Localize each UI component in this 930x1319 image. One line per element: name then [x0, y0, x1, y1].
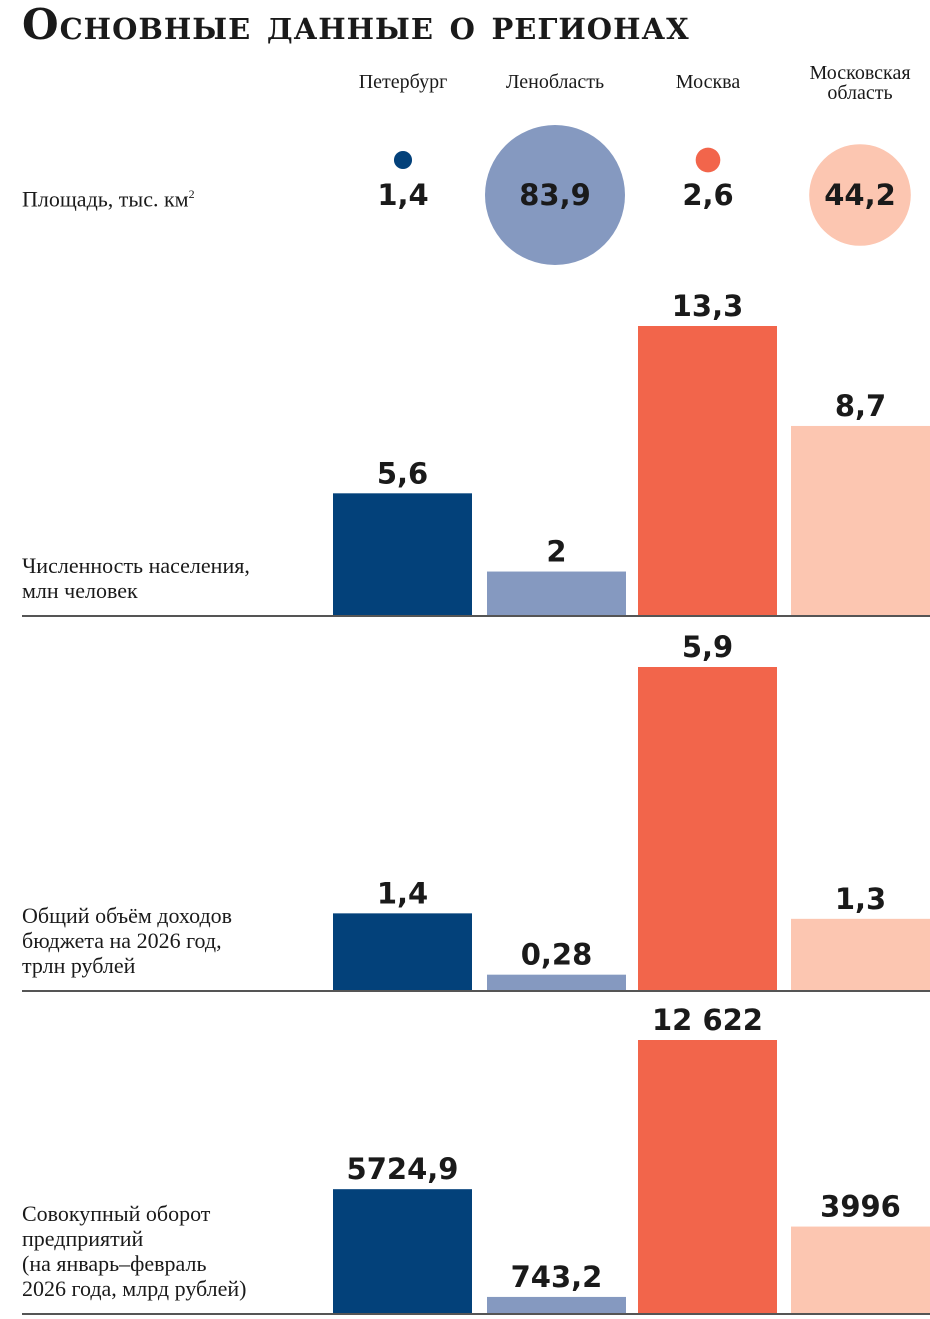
- turnover-value-moscow-oblast: 3996: [820, 1190, 901, 1224]
- population-value-moscow: 13,3: [672, 289, 744, 323]
- budget-value-petersburg: 1,4: [377, 876, 428, 910]
- turnover-label-line: (на январь–февраль: [22, 1251, 207, 1276]
- area-bubble-moscow-oblast: [809, 144, 911, 246]
- population-bar-moscow: [638, 326, 777, 615]
- turnover-bar-petersburg: [333, 1189, 472, 1313]
- budget-bar-moscow: [638, 667, 777, 990]
- turnover-bar-moscow: [638, 1040, 777, 1313]
- column-header-petersburg: Петербург: [358, 71, 448, 93]
- area-bubble-lenoblast: [485, 125, 625, 265]
- budget-label: Общий объём доходов бюджета на 2026 год, т…: [22, 903, 232, 978]
- turnover-label-line: Совокупный оборот: [22, 1201, 211, 1226]
- budget-value-moscow: 5,9: [682, 630, 733, 664]
- budget-value-moscow-oblast: 1,3: [835, 882, 886, 916]
- chart-title: Основные данные о регионах: [22, 0, 690, 49]
- turnover-value-petersburg: 5724,9: [347, 1152, 459, 1186]
- budget-bar-petersburg: [333, 913, 472, 990]
- area-value-moscow: 2,6: [682, 178, 733, 212]
- area-value-petersburg: 1,4: [377, 178, 428, 212]
- area-label-text: Площадь, тыс. км: [22, 186, 189, 212]
- population-value-lenoblast: 2: [546, 535, 566, 569]
- column-header-moscow: Москва: [675, 71, 741, 93]
- column-header-moscow-oblast: Московская область: [785, 63, 930, 103]
- turnover-label-line: 2026 года, млрд рублей): [22, 1276, 247, 1301]
- turnover-value-moscow: 12 622: [652, 1003, 763, 1037]
- population-bar-lenoblast: [487, 571, 626, 615]
- area-label-sup: 2: [188, 187, 195, 201]
- turnover-bar-lenoblast: [487, 1296, 626, 1313]
- population-bar-moscow-oblast: [791, 425, 930, 615]
- budget-bar-lenoblast: [487, 974, 626, 990]
- area-value-lenoblast: 83,9: [519, 178, 591, 212]
- area-label: Площадь, тыс. км2: [22, 182, 195, 211]
- budget-bar-moscow-oblast: [791, 918, 930, 990]
- budget-value-lenoblast: 0,28: [521, 938, 593, 972]
- population-value-petersburg: 5,6: [377, 456, 428, 490]
- area-bubble-petersburg: [393, 150, 413, 170]
- turnover-label-line: предприятий: [22, 1226, 144, 1251]
- population-label-line: Численность населения,: [22, 553, 250, 578]
- area-bubble-moscow: [695, 147, 721, 173]
- turnover-label: Совокупный оборот предприятий (на январь–ф…: [22, 1201, 247, 1301]
- population-label-line: млн человек: [22, 578, 138, 603]
- budget-label-line: Общий объём доходов: [22, 903, 233, 928]
- population-bar-petersburg: [333, 493, 472, 615]
- budget-label-line: трлн рублей: [22, 953, 136, 978]
- population-value-moscow-oblast: 8,7: [835, 389, 886, 423]
- turnover-value-lenoblast: 743,2: [511, 1260, 603, 1294]
- area-value-moscow-oblast: 44,2: [824, 178, 896, 212]
- turnover-bar-moscow-oblast: [791, 1226, 930, 1313]
- column-header-moscow-oblast-text: Московская область: [809, 62, 911, 104]
- population-label: Численность населения, млн человек: [22, 553, 250, 603]
- budget-label-line: бюджета на 2026 год,: [22, 928, 222, 953]
- column-header-lenoblast: Ленобласть: [505, 71, 605, 93]
